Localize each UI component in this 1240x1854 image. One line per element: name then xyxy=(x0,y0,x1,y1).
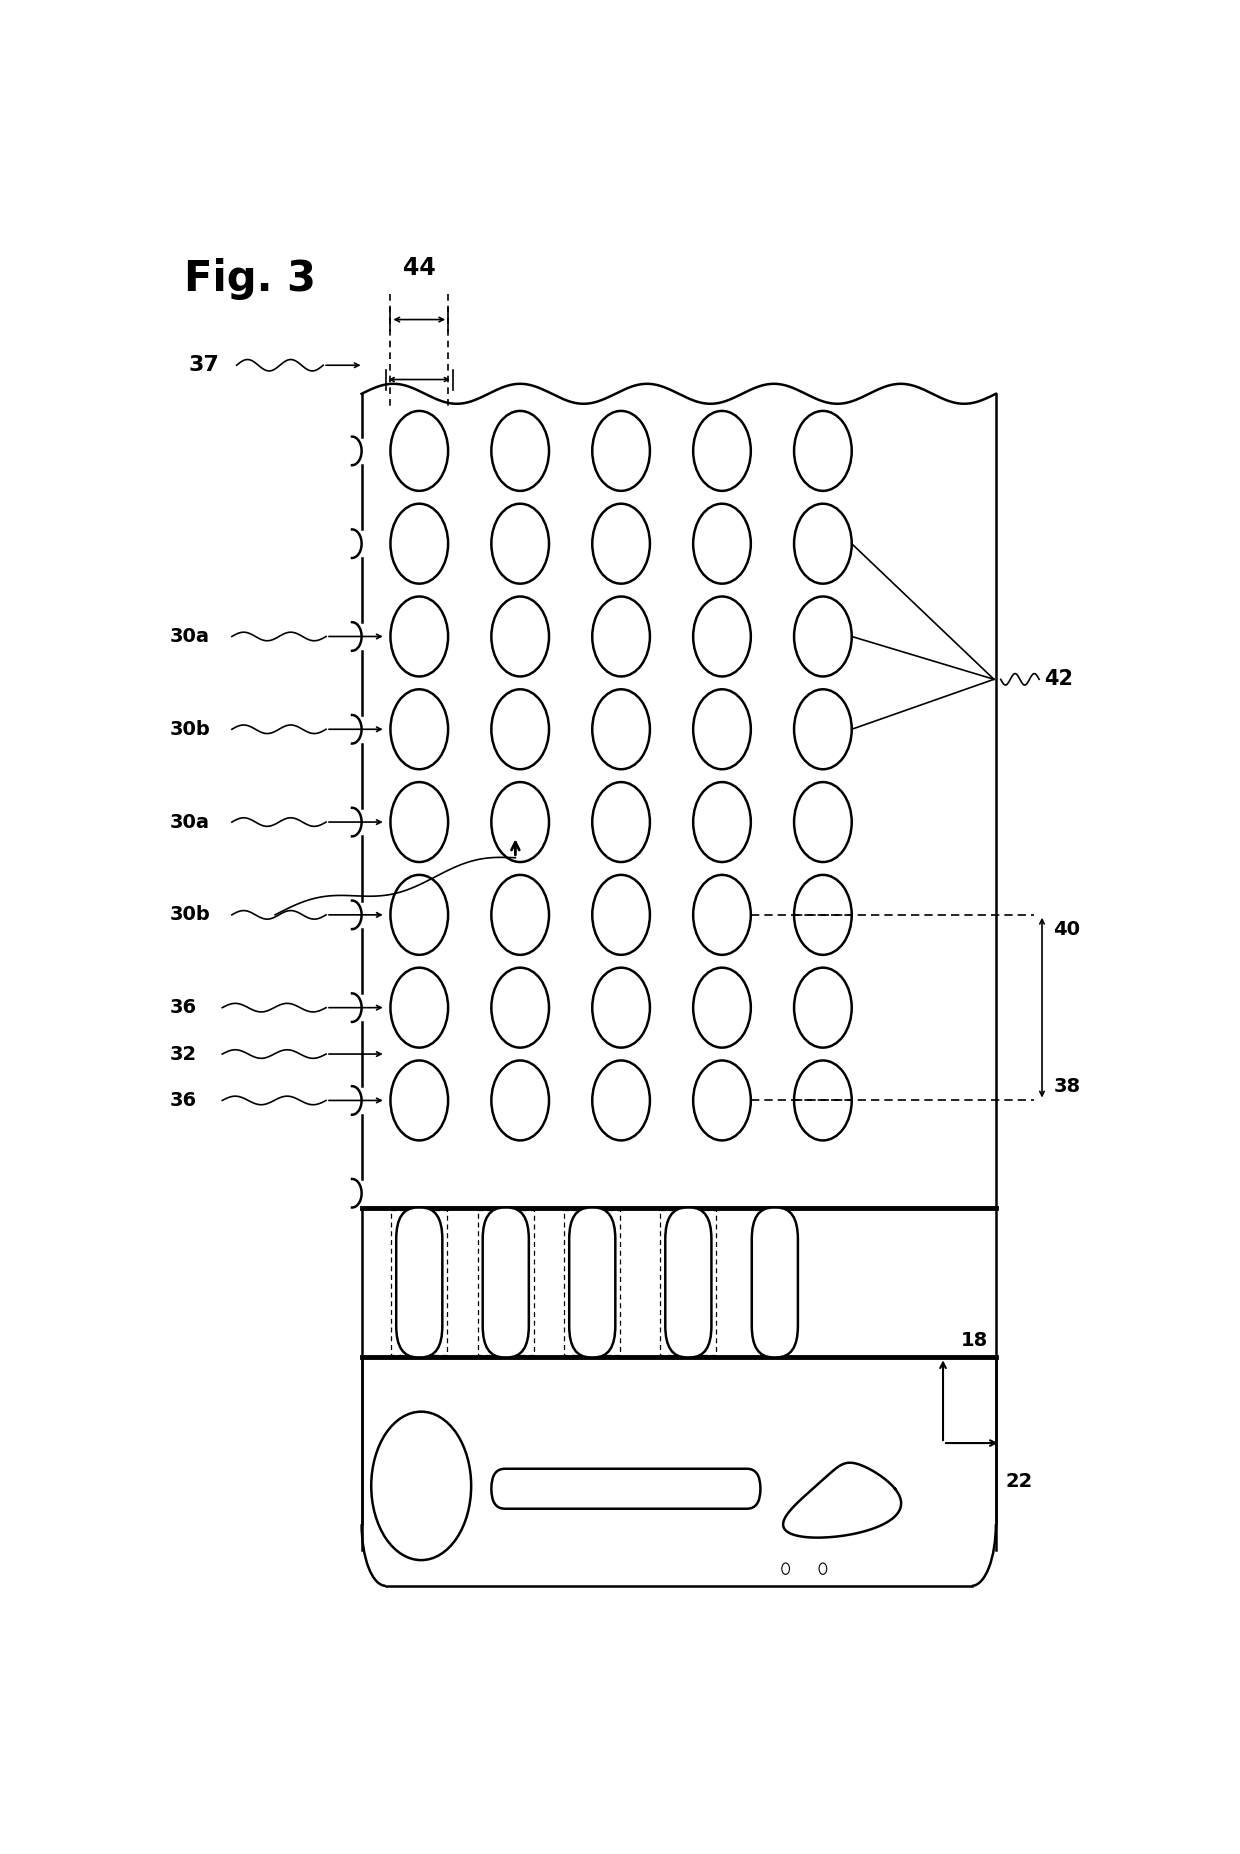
Ellipse shape xyxy=(593,504,650,584)
Text: 30b: 30b xyxy=(170,719,210,738)
Text: 30a: 30a xyxy=(170,812,210,832)
Ellipse shape xyxy=(794,690,852,769)
Ellipse shape xyxy=(693,504,751,584)
Ellipse shape xyxy=(491,782,549,862)
Text: 30a: 30a xyxy=(170,627,210,645)
Ellipse shape xyxy=(593,1060,650,1140)
Ellipse shape xyxy=(693,597,751,677)
Ellipse shape xyxy=(693,412,751,491)
Ellipse shape xyxy=(593,782,650,862)
FancyBboxPatch shape xyxy=(397,1207,443,1357)
Ellipse shape xyxy=(794,412,852,491)
Ellipse shape xyxy=(391,782,448,862)
Ellipse shape xyxy=(593,597,650,677)
Text: 44: 44 xyxy=(403,256,435,280)
FancyBboxPatch shape xyxy=(666,1207,712,1357)
Ellipse shape xyxy=(693,1060,751,1140)
Ellipse shape xyxy=(491,875,549,955)
Ellipse shape xyxy=(491,968,549,1048)
Text: 37: 37 xyxy=(188,356,219,375)
Ellipse shape xyxy=(794,504,852,584)
Text: 38: 38 xyxy=(1054,1077,1081,1096)
Ellipse shape xyxy=(391,412,448,491)
Text: 22: 22 xyxy=(1006,1472,1033,1491)
FancyBboxPatch shape xyxy=(569,1207,615,1357)
Ellipse shape xyxy=(391,597,448,677)
Text: 18: 18 xyxy=(960,1331,987,1350)
Ellipse shape xyxy=(794,597,852,677)
Ellipse shape xyxy=(491,1060,549,1140)
Ellipse shape xyxy=(593,690,650,769)
Ellipse shape xyxy=(794,875,852,955)
Ellipse shape xyxy=(491,597,549,677)
Ellipse shape xyxy=(491,412,549,491)
Circle shape xyxy=(371,1411,471,1559)
Ellipse shape xyxy=(593,968,650,1048)
Text: 32: 32 xyxy=(170,1044,196,1064)
Ellipse shape xyxy=(794,1060,852,1140)
Ellipse shape xyxy=(693,875,751,955)
Text: 30b: 30b xyxy=(170,905,210,925)
Ellipse shape xyxy=(391,968,448,1048)
Ellipse shape xyxy=(391,875,448,955)
Ellipse shape xyxy=(593,875,650,955)
Ellipse shape xyxy=(391,1060,448,1140)
FancyBboxPatch shape xyxy=(751,1207,797,1357)
Ellipse shape xyxy=(693,968,751,1048)
Ellipse shape xyxy=(491,690,549,769)
Text: 36: 36 xyxy=(170,997,196,1018)
Ellipse shape xyxy=(391,690,448,769)
Text: 40: 40 xyxy=(1054,920,1080,938)
Ellipse shape xyxy=(391,504,448,584)
Text: Fig. 3: Fig. 3 xyxy=(184,258,316,300)
Circle shape xyxy=(820,1563,827,1574)
FancyBboxPatch shape xyxy=(491,1468,760,1509)
Ellipse shape xyxy=(693,782,751,862)
Ellipse shape xyxy=(693,690,751,769)
Ellipse shape xyxy=(491,504,549,584)
Text: 42: 42 xyxy=(1044,669,1073,690)
Circle shape xyxy=(781,1563,790,1574)
Ellipse shape xyxy=(593,412,650,491)
Ellipse shape xyxy=(794,968,852,1048)
Ellipse shape xyxy=(794,782,852,862)
Text: 36: 36 xyxy=(170,1090,196,1111)
FancyBboxPatch shape xyxy=(482,1207,528,1357)
